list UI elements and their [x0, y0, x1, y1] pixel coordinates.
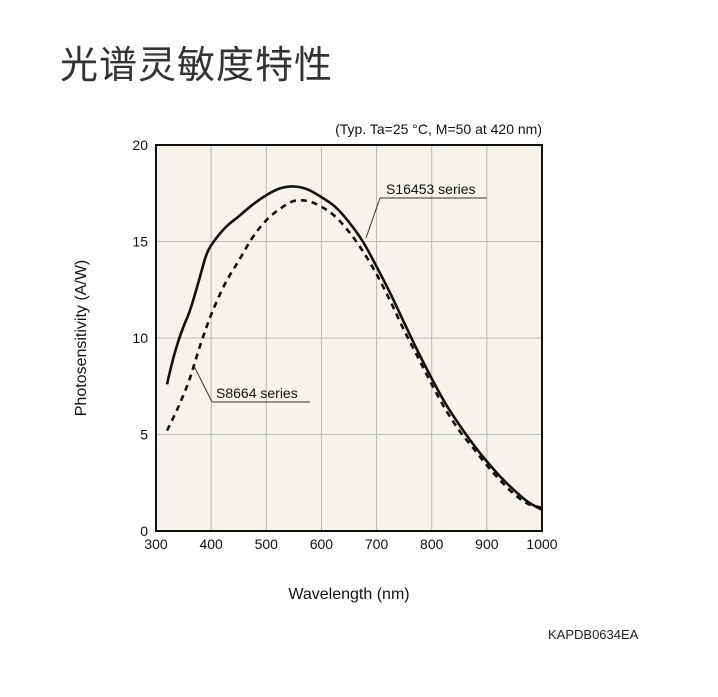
annotations: S16453 series S8664 series: [193, 181, 487, 403]
x-axis-label: Wavelength (nm): [288, 586, 409, 603]
series-line-s16453: [165, 185, 543, 511]
x-tick-label: 700: [365, 536, 389, 552]
series-layer: [165, 185, 543, 511]
y-tick-label: 15: [132, 234, 148, 250]
tick-labels: 300 400 500 600 700 800 900 1000 0 5 10 15 20: [132, 137, 557, 552]
document-code: KAPDB0634EA: [548, 627, 639, 642]
x-tick-label: 300: [144, 536, 168, 552]
page-title: 光谱灵敏度特性: [60, 43, 334, 87]
annotation-s8664: S8664 series: [216, 385, 298, 401]
x-tick-label: 500: [255, 536, 279, 552]
x-tick-label: 600: [310, 536, 334, 552]
y-tick-label: 20: [132, 137, 148, 153]
y-tick-label: 5: [140, 427, 148, 443]
plot-frame: [155, 144, 543, 532]
annotation-leader-s8664: [193, 365, 213, 403]
chart-conditions: (Typ. Ta=25 °C, M=50 at 420 nm): [335, 121, 542, 137]
x-tick-label: 800: [420, 536, 444, 552]
y-axis-label: Photosensitivity (A/W): [73, 260, 90, 416]
grid: [156, 145, 542, 531]
x-tick-label: 400: [199, 536, 223, 552]
x-tick-label: 900: [475, 536, 499, 552]
y-tick-label: 0: [140, 523, 148, 539]
x-tick-label: 1000: [526, 536, 557, 552]
y-tick-label: 10: [132, 330, 148, 346]
annotation-s16453: S16453 series: [386, 181, 476, 197]
annotation-leader-s16453: [365, 197, 381, 239]
series-line-s8664: [165, 198, 543, 510]
